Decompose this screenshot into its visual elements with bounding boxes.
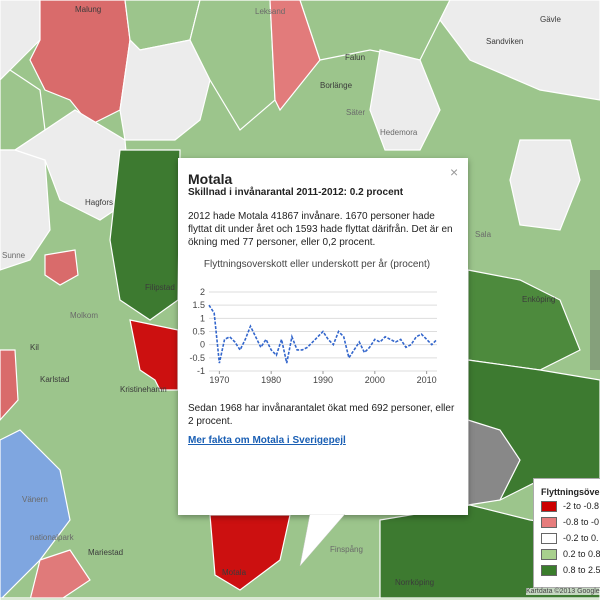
place-label: Leksand (255, 7, 285, 16)
legend-item: -2 to -0.8 (541, 501, 600, 513)
x-tick-label: 2000 (365, 375, 385, 385)
place-label: Molkom (70, 311, 98, 320)
legend-label: -2 to -0.8 (563, 501, 600, 511)
place-label: Sunne (2, 251, 26, 260)
place-label: Falun (345, 53, 365, 62)
legend-swatch (541, 517, 557, 529)
legend-item: -0.2 to 0. (541, 533, 599, 545)
popup-subtitle: Skillnad i invånarantal 2011-2012: 0.2 p… (188, 187, 404, 198)
x-tick-label: 1990 (313, 375, 333, 385)
place-label: Säter (346, 108, 365, 117)
legend-item: 0.2 to 0.8 (541, 549, 600, 561)
y-tick-label: 0 (200, 340, 205, 350)
place-label: Hagfors (85, 198, 113, 207)
place-label: Vänern (22, 495, 48, 504)
y-tick-label: -0.5 (189, 353, 205, 363)
y-tick-label: 1.5 (192, 300, 205, 310)
y-tick-label: 2 (200, 287, 205, 297)
y-tick-label: 1 (200, 313, 205, 323)
y-tick-label: -1 (197, 366, 205, 376)
legend-swatch (541, 533, 557, 545)
x-tick-label: 1970 (209, 375, 229, 385)
legend-swatch (541, 565, 557, 577)
data-line (208, 304, 438, 364)
x-tick-label: 2010 (417, 375, 437, 385)
place-label: Filipstad (145, 283, 175, 292)
x-tick-label: 1980 (261, 375, 281, 385)
place-label: Enköping (522, 295, 555, 304)
place-label: Motala (222, 568, 247, 577)
place-label: Finspång (330, 545, 363, 554)
legend-label: 0.8 to 2.5 (563, 565, 600, 575)
place-label: Sandviken (486, 37, 523, 46)
popup-text: Sedan 1968 har invånarantalet ökat med 6… (188, 403, 455, 427)
place-label: Kristinehamn (120, 385, 167, 394)
legend-swatch (541, 549, 557, 561)
place-label: Norrköping (395, 578, 434, 587)
legend-swatch (541, 501, 557, 513)
place-label: nationalpark (30, 533, 75, 542)
info-window-tail (299, 514, 346, 567)
place-label: Mariestad (88, 548, 123, 557)
attribution: Kartdata ©2013 Google (526, 588, 600, 595)
popup-text: 2012 hade Motala 41867 invånare. 1670 pe… (188, 211, 453, 248)
legend-label: 0.2 to 0.8 (563, 549, 600, 559)
place-label: Borlänge (320, 81, 353, 90)
place-label: Gävle (540, 15, 561, 24)
chart-title: Flyttningsoverskott eller underskott per… (204, 258, 430, 270)
popup-title: Motala (188, 171, 233, 187)
place-label: Hedemora (380, 128, 418, 137)
close-button[interactable]: × (450, 164, 459, 180)
more-link[interactable]: Mer fakta om Motala i Sverigepejl (188, 435, 346, 446)
legend-label: -0.2 to 0. (563, 533, 599, 543)
legend-title: Flyttningsöve (541, 487, 600, 497)
line-chart: Flyttningsoverskott eller underskott per… (189, 258, 438, 385)
place-label: Malung (75, 5, 101, 14)
place-label: Kil (30, 343, 39, 352)
legend-label: -0.8 to -0 (563, 517, 600, 527)
place-label: Sala (475, 230, 492, 239)
place-label: Karlstad (40, 375, 69, 384)
shadow (590, 270, 600, 370)
legend-item: 0.8 to 2.5 (541, 565, 600, 577)
info-window (178, 158, 468, 515)
legend-item: -0.8 to -0 (541, 517, 600, 529)
y-tick-label: 0.5 (192, 327, 205, 337)
